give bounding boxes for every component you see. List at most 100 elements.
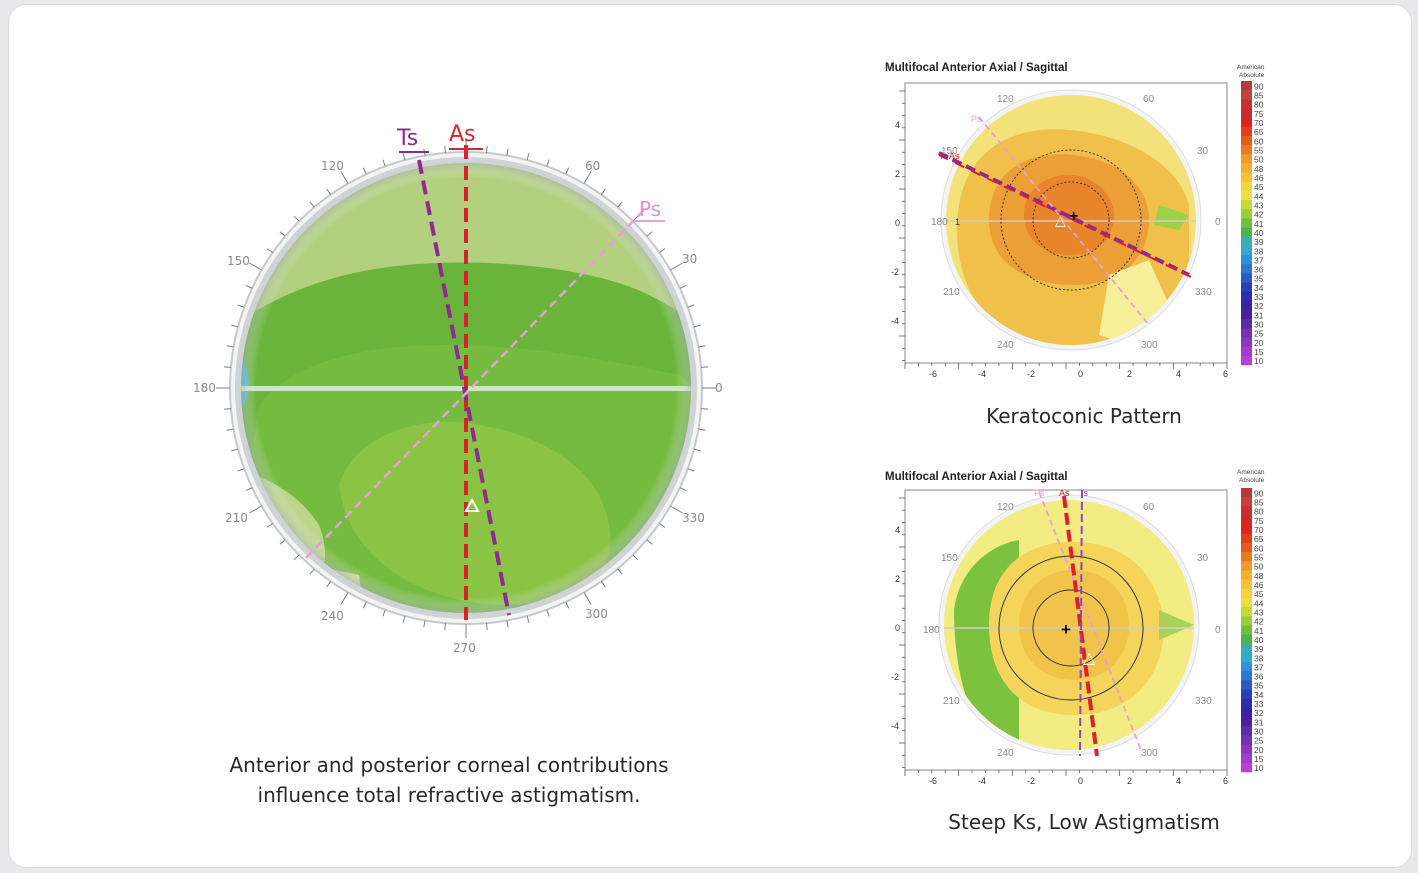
- y-axis-label: 2: [895, 574, 900, 584]
- x-axis-label: 0: [1078, 776, 1083, 786]
- color-scale: 9085807570656055504846454443424140393837…: [1241, 488, 1264, 773]
- scale-swatch: [1241, 662, 1252, 672]
- scale-value: 70: [1254, 118, 1264, 128]
- degree-label: 330: [682, 511, 705, 525]
- degree-label: 60: [1143, 94, 1155, 105]
- scale-swatch: [1241, 236, 1252, 247]
- degree-tick: [701, 408, 709, 410]
- ts-label: Ts: [396, 126, 418, 151]
- degree-tick: [632, 554, 639, 561]
- scale-value: 30: [1254, 320, 1264, 330]
- center-label: 1: [955, 217, 960, 227]
- degree-tick: [231, 448, 239, 452]
- scale-swatch: [1241, 762, 1252, 773]
- scale-value: 48: [1254, 164, 1264, 174]
- degree-label: 210: [943, 696, 960, 707]
- scale-value: 43: [1254, 200, 1264, 210]
- keratoconic-map: Multifocal Anterior Axial / Sagittal △ +…: [885, 62, 1265, 379]
- scale-value: 55: [1254, 145, 1264, 155]
- y-axis-label: -4: [891, 316, 899, 326]
- degree-tick: [506, 148, 509, 156]
- scale-swatch: [1241, 255, 1252, 265]
- scale-value: 44: [1254, 191, 1264, 201]
- degree-label: 210: [225, 511, 248, 525]
- ps-line-label: Ps: [971, 114, 982, 124]
- degree-label: 210: [943, 287, 960, 298]
- degree-label: 240: [997, 748, 1014, 759]
- x-axis-label: -4: [978, 369, 986, 379]
- x-axis-label: -6: [929, 776, 937, 786]
- scale-value: 31: [1254, 310, 1264, 320]
- degree-tick: [382, 609, 386, 617]
- scale-value: 35: [1254, 274, 1264, 284]
- scale-swatch: [1241, 117, 1252, 128]
- scale-swatch: [1241, 561, 1252, 571]
- degree-tick: [223, 408, 231, 410]
- ts-axis-line: [417, 159, 511, 616]
- left-caption-line: influence total refractive astigmatism.: [257, 783, 641, 807]
- degree-tick: [670, 505, 683, 514]
- degree-label: 30: [1197, 146, 1209, 157]
- scale-value: 45: [1254, 589, 1264, 599]
- degree-label: 120: [321, 159, 344, 173]
- degree-tick: [402, 153, 406, 161]
- degree-tick: [546, 609, 550, 617]
- keratoconic-caption: Keratoconic Pattern: [986, 404, 1182, 428]
- scale-swatch: [1241, 200, 1252, 210]
- scale-swatch: [1241, 533, 1252, 544]
- scale-value: 80: [1254, 507, 1264, 517]
- scale-swatch: [1241, 717, 1252, 727]
- degree-tick: [293, 554, 300, 561]
- y-axis-label: -2: [891, 672, 899, 682]
- center-cross-icon: +: [1069, 208, 1078, 225]
- left-caption: Anterior and posterior corneal contribut…: [169, 750, 729, 810]
- scale-header: Absolute: [1239, 72, 1265, 79]
- x-axis-label: -2: [1027, 776, 1035, 786]
- scale-value: 50: [1254, 562, 1264, 572]
- scale-swatch: [1241, 99, 1252, 109]
- scale-value: 41: [1254, 219, 1264, 229]
- degree-label: 300: [1141, 748, 1158, 759]
- degree-label: 150: [227, 254, 250, 268]
- scale-value: 25: [1254, 329, 1264, 339]
- degree-label: 0: [1215, 217, 1221, 228]
- x-axis-label: -4: [978, 776, 986, 786]
- degree-tick: [444, 623, 446, 631]
- degree-tick: [362, 167, 367, 175]
- scale-swatch: [1241, 680, 1252, 690]
- degree-tick: [309, 568, 315, 575]
- scale-value: 31: [1254, 717, 1264, 727]
- degree-tick: [293, 215, 300, 222]
- degree-tick: [326, 188, 332, 195]
- scale-swatch: [1241, 698, 1252, 709]
- scale-swatch: [1241, 181, 1252, 192]
- degree-tick: [340, 171, 349, 184]
- scale-value: 75: [1254, 516, 1264, 526]
- scale-swatch: [1241, 245, 1252, 256]
- degree-tick: [402, 615, 406, 623]
- ts-axis-line: [1079, 489, 1083, 757]
- scale-value: 80: [1254, 100, 1264, 110]
- ts-line-label: Ts: [939, 151, 949, 161]
- y-axis-label: -4: [891, 721, 899, 731]
- steep-ks-caption: Steep Ks, Low Astigmatism: [948, 810, 1220, 834]
- degree-label: 120: [997, 94, 1014, 105]
- degree-tick: [249, 262, 262, 271]
- scale-swatch: [1241, 707, 1252, 718]
- center-cross-icon: +: [1061, 620, 1071, 639]
- ps-line-label: Ps: [1034, 488, 1045, 498]
- scale-value: 60: [1254, 543, 1264, 553]
- degree-tick: [362, 601, 367, 609]
- scale-swatch: [1241, 209, 1252, 219]
- pupil-triangle-icon: △: [1055, 212, 1066, 228]
- ps-label: Ps: [639, 197, 661, 221]
- degree-tick: [546, 159, 550, 167]
- scale-value: 85: [1254, 91, 1264, 101]
- scale-value: 15: [1254, 347, 1264, 357]
- as-line-label: As: [949, 151, 960, 161]
- scale-value: 20: [1254, 745, 1264, 755]
- degree-label: 270: [453, 641, 476, 655]
- degree-tick: [266, 522, 273, 528]
- as-line-label: As: [1059, 488, 1070, 498]
- degree-tick: [237, 304, 245, 308]
